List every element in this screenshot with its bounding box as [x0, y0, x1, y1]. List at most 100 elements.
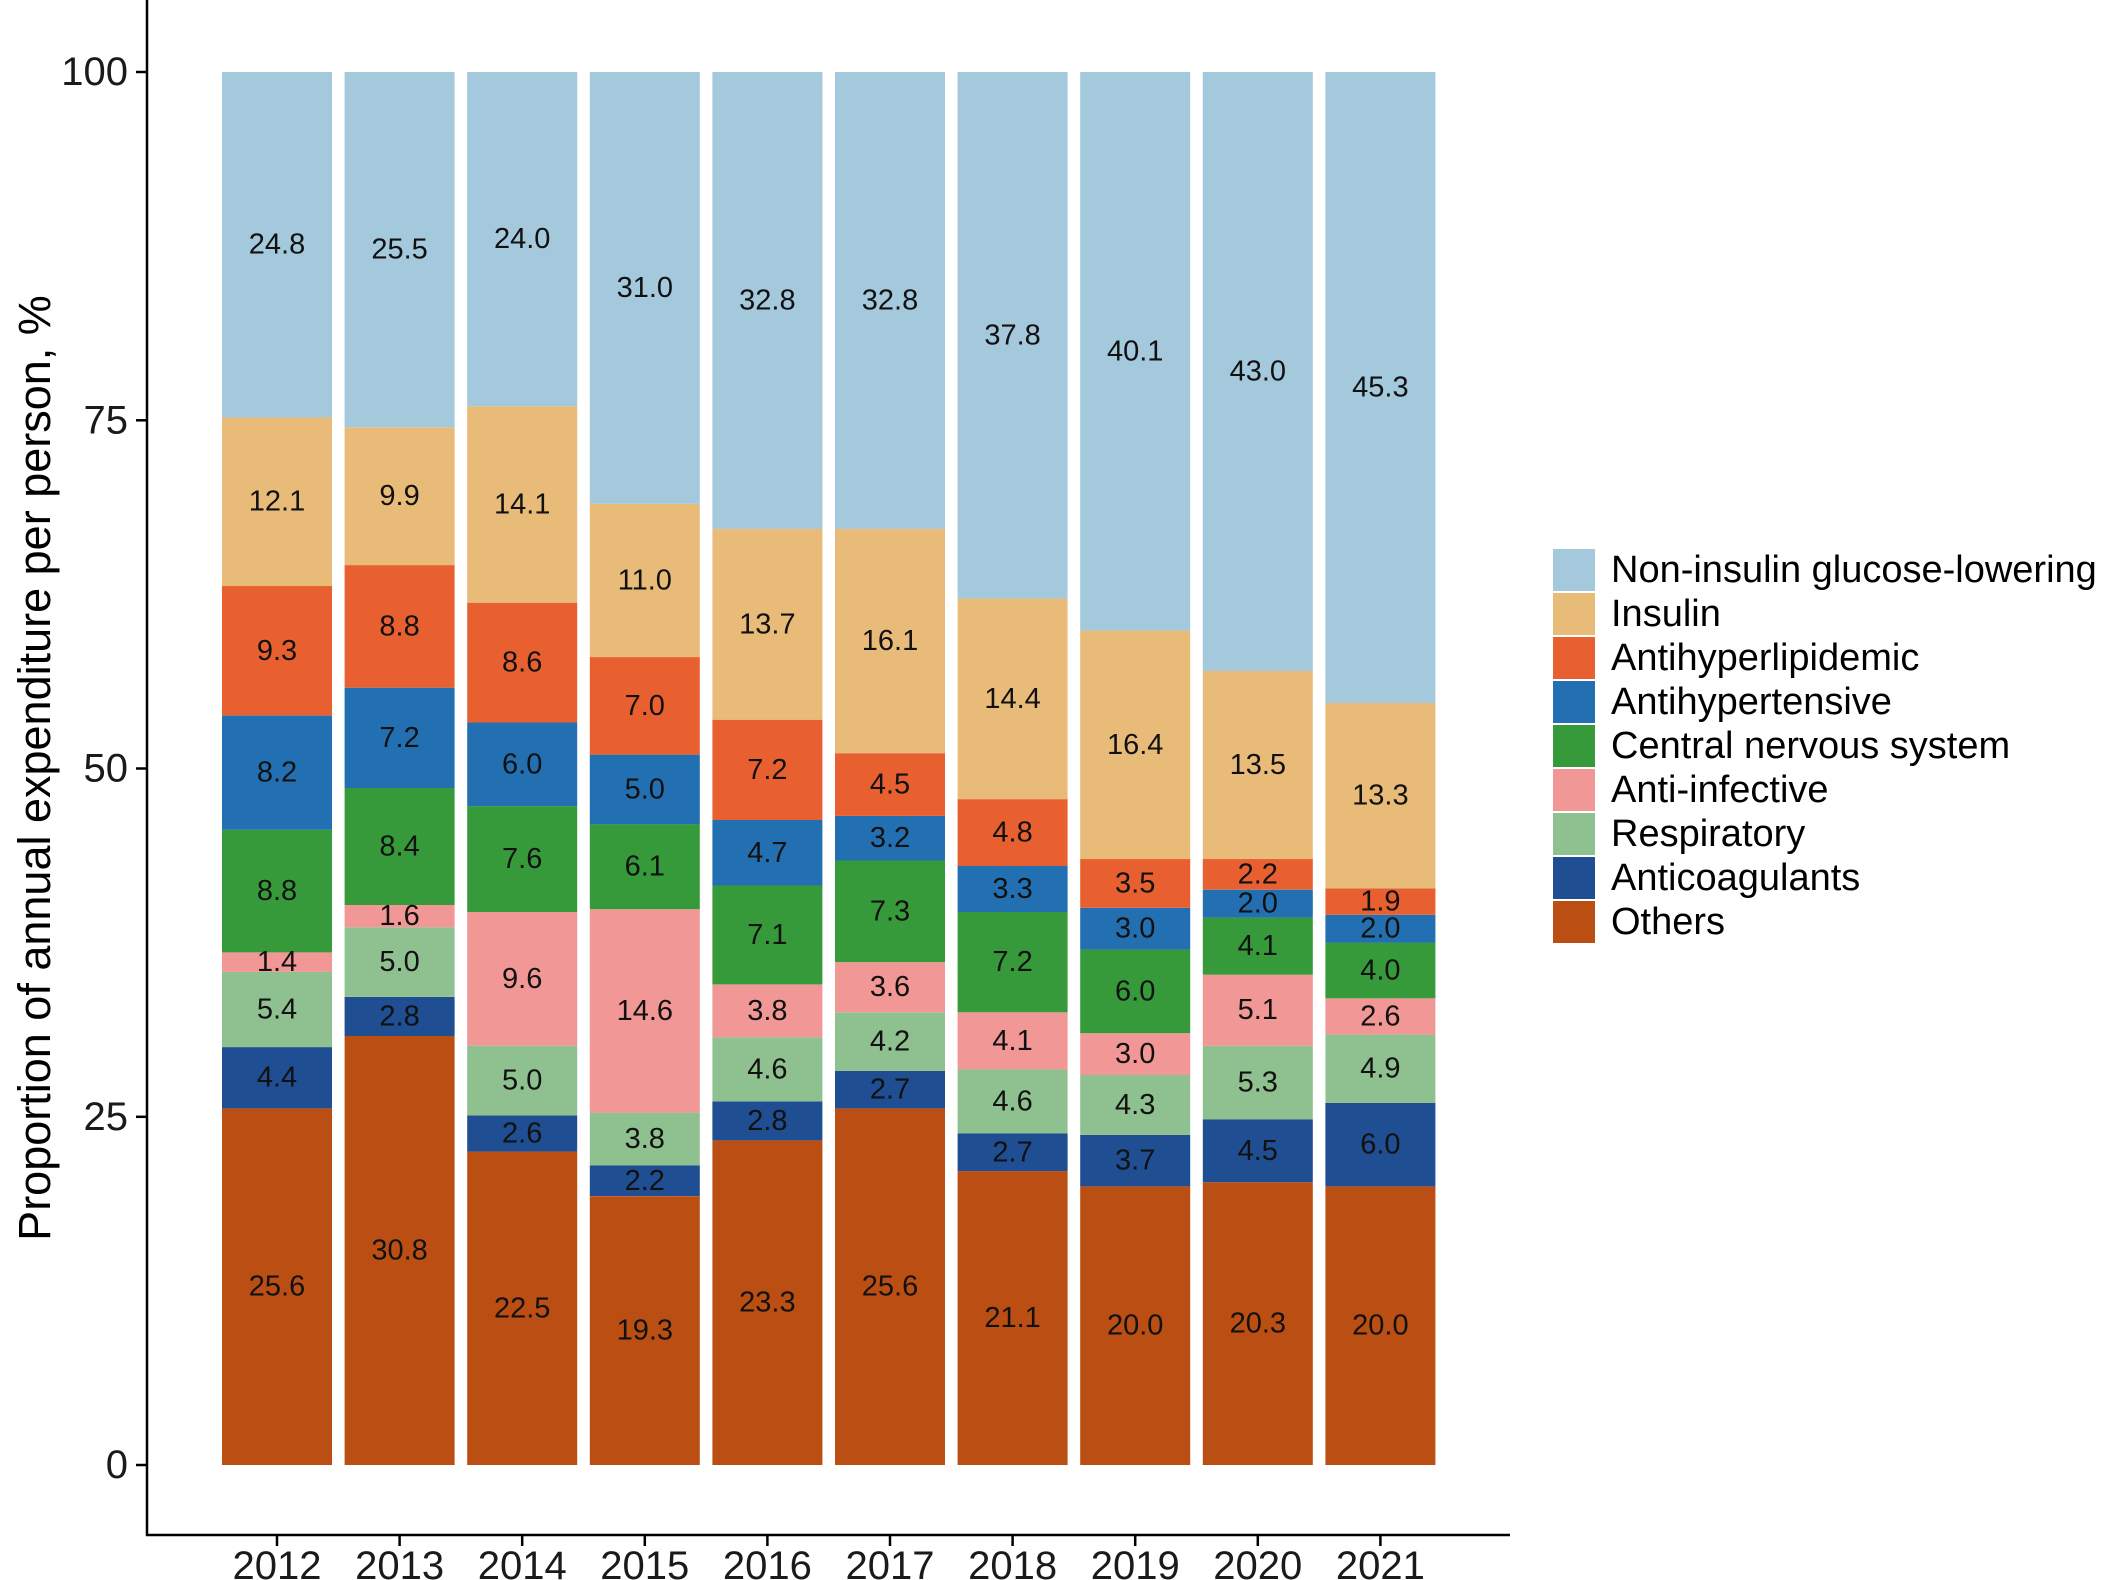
data-label-respiratory-2017: 4.2 — [870, 1026, 910, 1058]
legend-label-anti-infective: Anti-infective — [1611, 769, 1829, 811]
bar-segment-antihypertensive-2017 — [835, 815, 945, 861]
y-tick-label-25: 25 — [84, 1095, 129, 1139]
bar-segment-anti-infective-2019 — [1080, 1033, 1191, 1075]
data-label-antihypertensive-2017: 3.2 — [870, 822, 910, 854]
bar-segment-antihyperlipidemic-2018 — [957, 799, 1068, 866]
data-label-anticoagulants-2021: 6.0 — [1360, 1129, 1400, 1161]
data-label-antihyperlipidemic-2015: 7.0 — [625, 690, 665, 722]
y-axis-title: Proportion of annual expenditure per per… — [9, 295, 60, 1241]
bar-segment-antihyperlipidemic-2015 — [589, 657, 700, 755]
data-labels-layer: 25.6 4.4 5.4 1.4 8.8 8.2 9.3 12.1 24.8 30.8 2.8 5.0… — [249, 223, 1409, 1346]
bar-segment-central-nervous-system-2018 — [957, 912, 1068, 1013]
bar-segment-respiratory-2018 — [957, 1069, 1068, 1134]
x-ticks: 2012 2013 2014 2015 2016 2017 2018 2019 2020 2021 — [233, 1535, 1425, 1580]
data-label-others-2016: 23.3 — [739, 1287, 795, 1319]
legend-key-insulin — [1553, 593, 1595, 635]
data-label-anticoagulants-2018: 2.7 — [992, 1136, 1032, 1168]
data-label-others-2020: 20.3 — [1230, 1308, 1286, 1340]
bar-segment-others-2012 — [222, 1108, 332, 1465]
bar-segment-anticoagulants-2015 — [589, 1165, 700, 1197]
bar-segment-non-insulin-glucose-lowering-2012 — [222, 72, 332, 418]
data-label-anticoagulants-2012: 4.4 — [257, 1062, 297, 1094]
legend-item-central-nervous-system: Central nervous system — [1553, 725, 2010, 767]
legend-item-anti-infective: Anti-infective — [1553, 769, 1829, 811]
data-label-antihyperlipidemic-2021: 1.9 — [1360, 886, 1400, 918]
legend-label-others: Others — [1611, 901, 1725, 943]
data-label-respiratory-2016: 4.6 — [747, 1053, 787, 1085]
legend-key-non-insulin-glucose-lowering — [1553, 549, 1595, 591]
bar-segment-insulin-2014 — [467, 406, 578, 603]
bar-segment-insulin-2021 — [1325, 703, 1436, 889]
bar-segment-anti-infective-2021 — [1325, 998, 1436, 1035]
y-ticks: 0 25 50 75 100 — [61, 50, 147, 1487]
legend-label-non-insulin-glucose-lowering: Non-insulin glucose-lowering — [1611, 549, 2097, 591]
y-tick-label-100: 100 — [61, 50, 128, 94]
data-label-central-nervous-system-2017: 7.3 — [870, 895, 910, 927]
data-label-anti-infective-2015: 14.6 — [617, 995, 673, 1027]
data-label-respiratory-2015: 3.8 — [625, 1123, 665, 1155]
bar-segment-antihyperlipidemic-2017 — [835, 753, 945, 816]
bar-segment-antihyperlipidemic-2021 — [1325, 888, 1436, 915]
bar-segment-insulin-2012 — [222, 417, 332, 587]
bar-segment-central-nervous-system-2014 — [467, 806, 578, 912]
bar-segment-others-2020 — [1202, 1182, 1313, 1465]
data-label-respiratory-2021: 4.9 — [1360, 1053, 1400, 1085]
data-label-anti-infective-2019: 3.0 — [1115, 1038, 1155, 1070]
data-label-respiratory-2012: 5.4 — [257, 994, 297, 1026]
data-label-anticoagulants-2020: 4.5 — [1238, 1135, 1278, 1167]
bar-segment-antihypertensive-2019 — [1080, 907, 1191, 950]
data-label-anticoagulants-2017: 2.7 — [870, 1074, 910, 1106]
bar-segment-anticoagulants-2012 — [222, 1047, 332, 1109]
bar-segment-antihyperlipidemic-2012 — [222, 586, 332, 716]
legend-key-anti-infective — [1553, 769, 1595, 811]
bar-segment-central-nervous-system-2020 — [1202, 917, 1313, 975]
data-label-antihypertensive-2012: 8.2 — [257, 757, 297, 789]
bar-segment-antihyperlipidemic-2013 — [344, 565, 455, 688]
data-label-others-2021: 20.0 — [1352, 1310, 1408, 1342]
bar-segment-non-insulin-glucose-lowering-2014 — [467, 72, 578, 407]
legend-label-antihypertensive: Antihypertensive — [1611, 681, 1892, 723]
bar-segment-insulin-2016 — [712, 528, 823, 720]
bar-segment-antihypertensive-2014 — [467, 722, 578, 807]
data-label-insulin-2019: 16.4 — [1107, 729, 1163, 761]
data-label-insulin-2020: 13.5 — [1230, 749, 1286, 781]
data-label-others-2018: 21.1 — [984, 1302, 1040, 1334]
data-label-respiratory-2013: 5.0 — [379, 946, 419, 978]
bar-segment-anticoagulants-2014 — [467, 1115, 578, 1152]
legend-label-anticoagulants: Anticoagulants — [1611, 857, 1860, 899]
legend-item-insulin: Insulin — [1553, 593, 1721, 635]
data-label-anti-infective-2014: 9.6 — [502, 963, 542, 995]
bar-segment-anti-infective-2015 — [589, 909, 700, 1113]
data-label-antihyperlipidemic-2019: 3.5 — [1115, 867, 1155, 899]
legend-item-antihypertensive: Antihypertensive — [1553, 681, 1892, 723]
bars-layer — [222, 72, 1436, 1465]
data-label-anti-infective-2012: 1.4 — [257, 946, 297, 978]
data-label-others-2019: 20.0 — [1107, 1310, 1163, 1342]
data-label-insulin-2021: 13.3 — [1352, 780, 1408, 812]
data-label-antihypertensive-2019: 3.0 — [1115, 913, 1155, 945]
legend-key-others — [1553, 901, 1595, 943]
data-label-central-nervous-system-2019: 6.0 — [1115, 975, 1155, 1007]
legend-key-anticoagulants — [1553, 857, 1595, 899]
legend-key-antihyperlipidemic — [1553, 637, 1595, 679]
y-tick-label-75: 75 — [84, 398, 129, 442]
bar-segment-antihypertensive-2016 — [712, 820, 823, 886]
x-tick-label-2013: 2013 — [355, 1544, 444, 1580]
data-label-insulin-2013: 9.9 — [379, 480, 419, 512]
bar-segment-anticoagulants-2016 — [712, 1101, 823, 1141]
data-label-central-nervous-system-2013: 8.4 — [379, 831, 419, 863]
data-label-anti-infective-2018: 4.1 — [992, 1025, 1032, 1057]
data-label-non-insulin-glucose-lowering-2021: 45.3 — [1352, 372, 1408, 404]
legend-item-non-insulin-glucose-lowering: Non-insulin glucose-lowering — [1553, 549, 2097, 591]
data-label-antihyperlipidemic-2020: 2.2 — [1238, 858, 1278, 890]
x-tick-label-2015: 2015 — [600, 1544, 689, 1580]
x-tick-label-2021: 2021 — [1336, 1544, 1425, 1580]
data-label-antihyperlipidemic-2012: 9.3 — [257, 635, 297, 667]
bar-segment-others-2019 — [1080, 1186, 1191, 1465]
data-label-antihypertensive-2020: 2.0 — [1238, 888, 1278, 920]
bar-segment-respiratory-2015 — [589, 1112, 700, 1166]
data-label-insulin-2012: 12.1 — [249, 486, 305, 518]
bar-segment-central-nervous-system-2016 — [712, 885, 823, 985]
y-tick-label-0: 0 — [106, 1443, 128, 1487]
